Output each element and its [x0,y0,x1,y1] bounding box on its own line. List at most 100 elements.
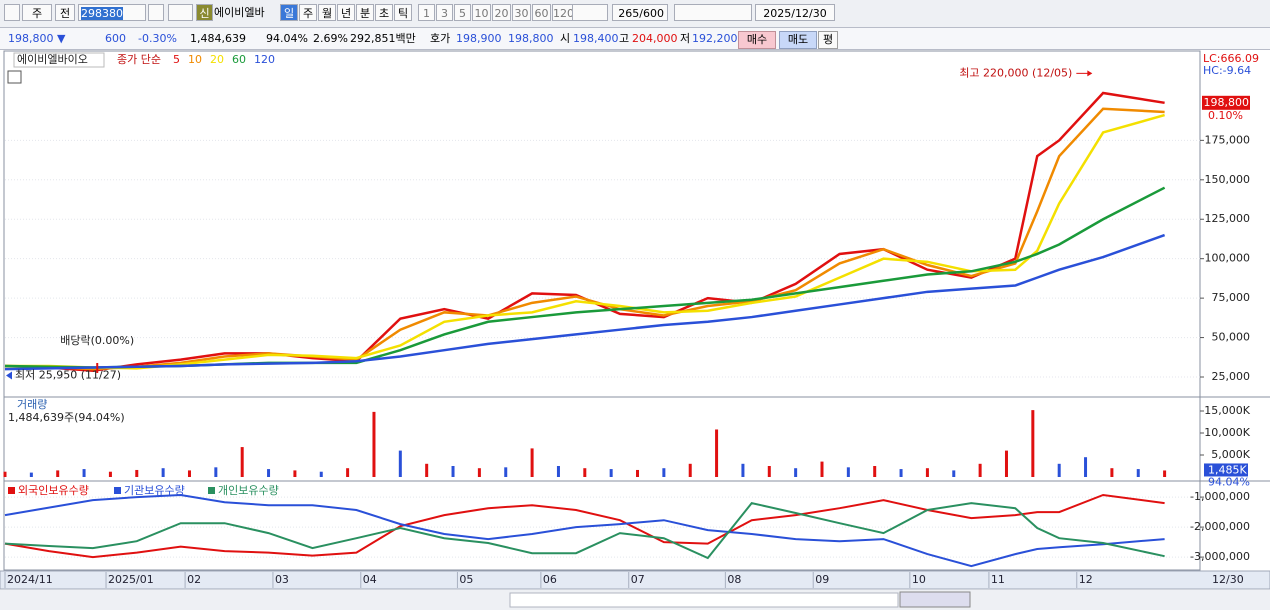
interval-button[interactable]: 10 [472,4,491,21]
interval-button[interactable]: 3 [436,4,453,21]
interval-button[interactable]: 1 [418,4,435,21]
legend-title: 종가 단순 [117,53,161,66]
period-button[interactable]: 틱 [394,4,412,21]
volume-bar [214,467,218,477]
volume-bar [3,471,7,477]
y-tick-label: 10,000K [1204,426,1250,439]
last-change: 0.10% [1208,109,1243,122]
bid-label: 호가 [430,32,451,45]
y-tick-label: -1,000,000 [1190,490,1250,503]
legend-entry: 기관보유수량 [124,484,185,497]
volume-bar [1084,457,1088,477]
sell-button[interactable]: 매도 [779,31,817,49]
volume-bar [873,466,877,477]
y-tick-label: 25,000 [1212,370,1251,383]
period-button[interactable]: 초 [375,4,393,21]
buy-button[interactable]: 매수 [738,31,776,49]
open: 198,400 [573,32,619,45]
open-label: 시 [560,32,571,45]
scroll-track[interactable] [509,592,899,608]
volume-bar [1163,470,1167,477]
legend-entry: 외국인보유수량 [18,484,89,497]
icon[interactable] [4,4,20,21]
volume-bar [662,468,666,477]
volume-bar [108,471,112,477]
legend-entry: 개인보유수량 [218,484,279,497]
nav-buttons[interactable] [899,591,971,608]
volume-bar [161,468,165,477]
new-badge: 신 [196,4,213,21]
series-line [4,501,1165,560]
volume-bar [820,461,824,477]
x-tick-label: 04 [363,573,377,586]
dropdown[interactable] [572,4,608,21]
volume-bar [477,468,481,477]
right-label: LC:666.09 [1203,52,1259,65]
x-tick-label: 2025/01 [108,573,154,586]
volume-bar [135,469,139,477]
volume-bar [688,463,692,477]
volume-ratio: 94.04% [266,32,308,45]
date-input[interactable]: 2025/12/30 [755,4,835,21]
volume-bar [530,448,534,477]
x-tick-label: 09 [815,573,829,586]
interval-button[interactable]: 30 [512,4,531,21]
volume-bar [767,466,771,477]
y-tick-label: 75,000 [1212,291,1251,304]
avg-button[interactable]: 평 [818,31,838,49]
legend-entry: 60 [232,53,246,66]
x-tick-label: 05 [459,573,473,586]
sound-button[interactable] [168,4,193,21]
volume-bar [504,467,508,477]
tool-icons[interactable] [674,4,752,21]
volume-bar [925,468,929,477]
legend-entry: 120 [254,53,275,66]
volume-bar [451,466,455,477]
legend-swatch [208,487,215,494]
legend-swatch [8,487,15,494]
x-tick-label: 11 [991,573,1005,586]
volume-bar [1004,450,1008,477]
low-arrow [6,371,12,380]
series-line [4,493,1165,568]
period-button[interactable]: 월 [318,4,336,21]
market-select[interactable]: 주 [22,4,52,21]
volume-bar [29,472,33,477]
last-label: 1,485K [1208,463,1247,476]
volume-bar [1031,410,1035,477]
volume: 1,484,639 [190,32,246,45]
search-button[interactable] [148,4,164,21]
right-label: HC:-9.64 [1203,64,1251,77]
count-input[interactable]: 265/600 [612,4,668,21]
interval-button[interactable]: 5 [454,4,471,21]
y-tick-label: -3,000,000 [1190,550,1250,563]
period-button[interactable]: 일 [280,4,298,21]
volume-bar [952,470,956,477]
period-button[interactable]: 분 [356,4,374,21]
interval-button[interactable]: 120 [552,4,574,21]
interval-button[interactable]: 60 [532,4,551,21]
interval-button[interactable]: 20 [492,4,511,21]
x-tick-label: 02 [187,573,201,586]
amount: 292,851백만 [350,32,416,45]
x-tick-label: 10 [912,573,926,586]
series-line [5,113,1165,370]
volume-bar [978,463,982,477]
x-tick-label: 08 [727,573,741,586]
legend-box [13,52,105,68]
code: 298380 [81,7,123,20]
period-button[interactable]: 주 [299,4,317,21]
volume-bar [425,463,429,477]
volume-bar [846,467,850,477]
period-button[interactable]: 년 [337,4,355,21]
grid-icon[interactable] [7,70,22,84]
high-note: 최고 220,000 (12/05) [959,66,1072,79]
low: 192,200 [692,32,738,45]
legend-entry: 20 [210,53,224,66]
volume-bar [636,469,640,477]
code-input[interactable]: 298380 [78,4,146,21]
plot-frame [3,50,1201,571]
scope-button[interactable]: 전 [55,4,75,21]
